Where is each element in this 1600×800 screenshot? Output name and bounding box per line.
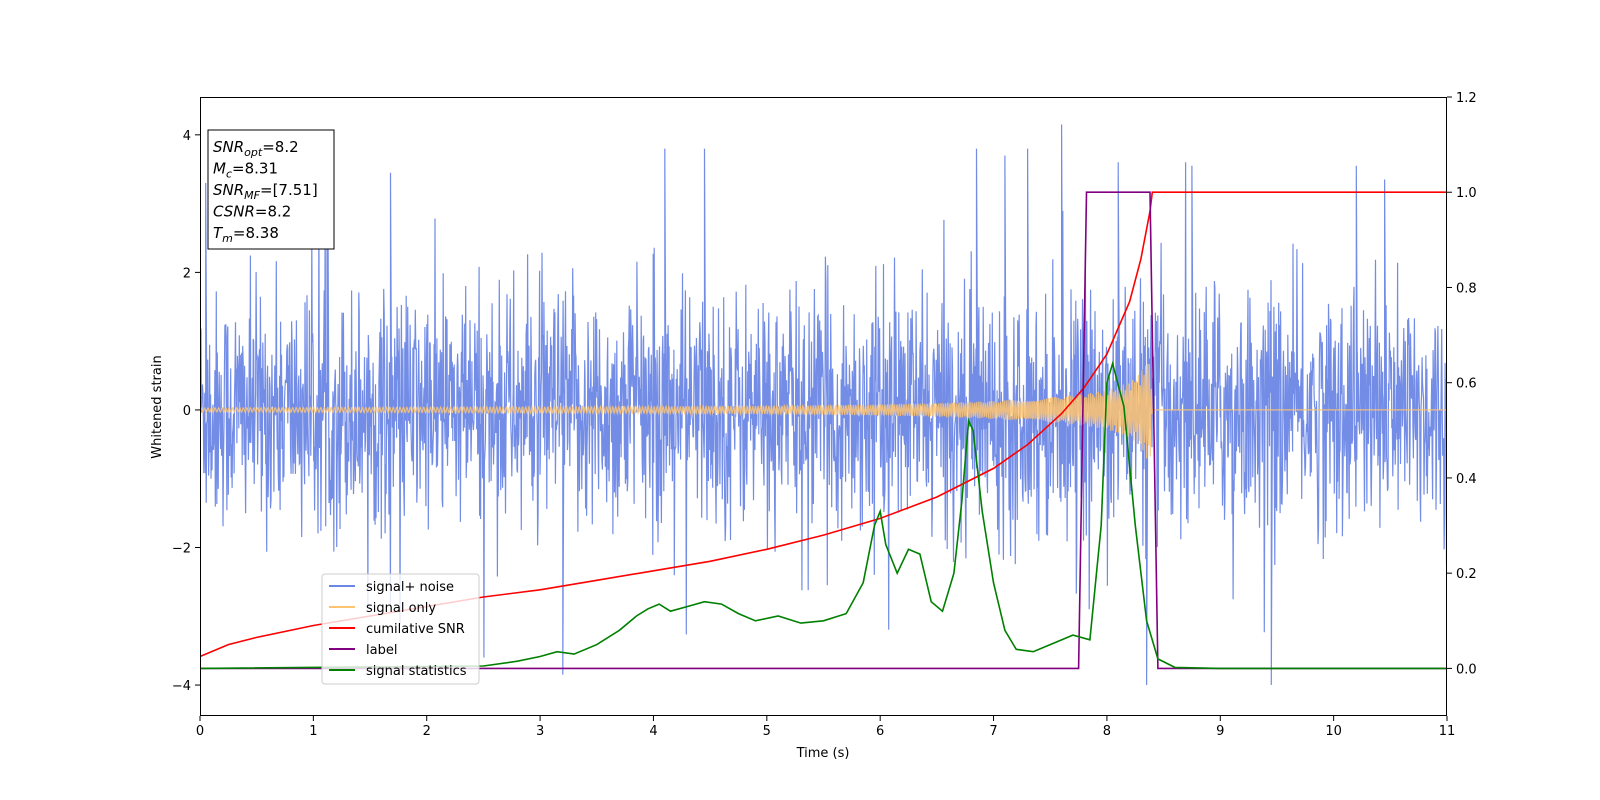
x-tick-label: 5 <box>763 724 771 739</box>
x-tick-label: 1 <box>309 724 317 739</box>
y2-tick-label: 0.6 <box>1456 377 1477 392</box>
legend-frame <box>321 573 480 685</box>
info-line: SNRopt=8.2 <box>213 138 299 159</box>
x-tick-label: 7 <box>989 724 997 739</box>
y2-tick-label: 0.2 <box>1456 567 1477 582</box>
y2-ticks: 0.0 0.2 0.4 0.6 0.8 1.0 1.2 <box>1447 91 1477 677</box>
x-tick-label: 0 <box>196 724 204 739</box>
x-tick-label: 2 <box>423 724 431 739</box>
y2-tick-label: 0.4 <box>1456 472 1477 487</box>
y-axis-label: Whitened strain <box>150 355 165 458</box>
info-line: Mc=8.31 <box>213 160 278 181</box>
x-axis-label: Time (s) <box>796 746 850 761</box>
legend-label: label <box>366 643 397 658</box>
y-tick-label: −4 <box>172 679 191 694</box>
legend: signal+ noise signal only cumilative SNR la… <box>321 573 480 685</box>
y2-tick-label: 0.8 <box>1456 281 1477 296</box>
y2-tick-label: 1.2 <box>1456 91 1477 106</box>
x-tick-label: 8 <box>1103 724 1111 739</box>
legend-label: signal+ noise <box>366 580 454 595</box>
series-signal-statisticsline <box>200 360 1447 670</box>
legend-label: signal statistics <box>366 664 467 679</box>
info-box-frame <box>207 129 335 250</box>
x-tick-label: 3 <box>536 724 544 739</box>
legend-label: signal only <box>366 601 436 616</box>
x-tick-label: 11 <box>1439 724 1456 739</box>
x-tick-label: 4 <box>649 724 657 739</box>
x-tick-label: 6 <box>876 724 884 739</box>
info-line: SNRMF=[7.51] <box>213 181 318 202</box>
y-tick-label: 4 <box>183 129 191 144</box>
info-line: CSNR=8.2 <box>213 203 291 221</box>
series-signal-noise-line <box>200 124 1447 686</box>
info-line: Tm=8.38 <box>213 224 279 245</box>
y2-tick-label: 0.0 <box>1456 662 1477 677</box>
y-ticks: −4 −2 0 2 4 <box>172 129 200 694</box>
y-tick-label: 2 <box>183 266 191 281</box>
y-tick-label: 0 <box>183 404 191 419</box>
plot-frame <box>200 97 1447 716</box>
series-signal-only-line <box>200 363 1447 459</box>
y-tick-label: −2 <box>172 541 191 556</box>
x-tick-label: 9 <box>1216 724 1224 739</box>
y2-tick-label: 1.0 <box>1456 186 1477 201</box>
legend-label: cumilative SNR <box>366 622 465 637</box>
x-tick-label: 10 <box>1325 724 1342 739</box>
x-ticks: 0 1 2 3 4 5 6 7 8 9 10 11 <box>196 716 1455 739</box>
